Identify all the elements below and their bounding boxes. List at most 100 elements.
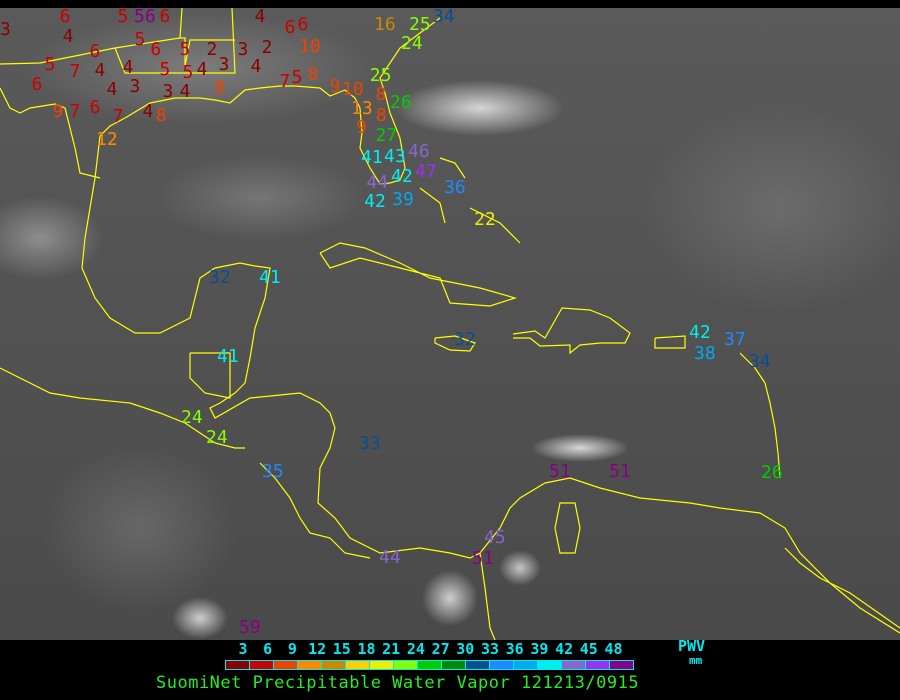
pwv-station-value: 22 [474,209,496,230]
pwv-station-value: 8 [375,84,387,105]
coastlines [0,8,900,640]
pwv-station-value: 4 [142,101,154,122]
pwv-station-value: 6 [89,97,101,118]
pwv-station-value: 59 [239,617,261,638]
pwv-station-value: 2 [261,37,273,58]
bahamas-outline [419,157,521,244]
gulf-coast-borders [0,8,900,640]
pwv-station-value: 35 [262,461,284,482]
pwv-station-value: 26 [390,92,412,113]
pwv-station-value: 44 [379,547,401,568]
pwv-station-value: 4 [62,26,74,48]
pwv-station-value: 4 [94,60,106,81]
legend-color-swatch [322,661,346,669]
pwv-station-value: 6 [284,17,296,38]
pwv-station-value: 6 [150,38,162,60]
pwv-station-value: 5 [44,54,56,75]
pwv-station-value: 8 [307,64,319,85]
pwv-station-value: 10 [299,36,321,57]
legend-color-swatch [514,661,538,669]
pwv-station-value: 7 [112,106,124,127]
legend-color-swatch [250,661,274,669]
legend-color-swatch [466,661,490,669]
pwv-station-value: 4 [254,8,266,27]
pwv-station-value: 6 [159,8,171,27]
pwv-station-value: 3 [129,76,141,97]
pwv-station-value: 51 [472,548,494,569]
pwv-station-value: 5 [159,59,171,80]
legend-color-swatch [346,661,370,669]
pwv-station-value: 33 [359,433,381,454]
pwv-station-value: 32 [454,329,476,350]
hispaniola-outline [512,307,631,355]
pwv-station-value: 5 [117,8,129,27]
pwv-station-value: 24 [206,427,228,448]
pwv-station-value: 46 [408,141,430,162]
pwv-station-value: 7 [279,71,291,93]
pwv-station-value: 42 [364,191,386,213]
pwv-station-value: 51 [549,461,571,482]
pwv-station-value: 24 [401,33,423,54]
pwv-station-value: 7 [69,61,81,82]
legend-tick-label: 36 [505,640,524,658]
pwv-station-value: 9 [52,101,64,122]
legend-tick-label: 12 [308,640,327,658]
pwv-station-value: 9 [356,117,367,139]
pwv-station-value: 36 [444,177,466,198]
pwv-station-value: 7 [69,101,81,122]
pwv-station-value: 8 [155,105,167,127]
legend-tick-label: 45 [579,640,598,658]
cuba-outline [319,242,518,307]
lesser-antilles-outline [739,352,900,629]
pwv-station-value: 37 [724,329,746,350]
pwv-station-value: 32 [209,267,231,288]
pwv-station-value: 3 [162,81,174,102]
pwv-station-value: 38 [694,343,716,364]
legend-tick-label: 3 [238,640,248,658]
puerto-rico-outline [654,335,686,349]
pwv-station-value: 5 [291,67,303,88]
pwv-station-value: 41 [361,147,383,168]
pwv-station-value: 5 [179,39,191,60]
legend-color-swatch [394,661,418,669]
pwv-station-value: 9 [329,76,341,97]
pwv-station-value: 3 [237,39,249,60]
legend-color-swatch [538,661,562,669]
pwv-station-value: 42 [689,322,711,343]
pwv-station-value: 4 [122,57,134,78]
pwv-station-value: 41 [217,346,239,367]
pwv-station-value: 6 [59,8,71,27]
legend-tick-label: 48 [604,640,623,658]
pwv-station-value: 27 [375,125,398,147]
pwv-station-value: 34 [433,8,455,27]
legend: 3 6 9 12 15 18 21 24 27 30 33 36 39 42 45 48 PWV mm Suo… [0,637,900,700]
legend-color-swatch [298,661,322,669]
pwv-station-value: 13 [351,98,373,119]
pwv-station-value: 16 [374,14,396,35]
legend-color-bar [225,660,634,670]
pwv-station-value: 5 [182,62,194,83]
pwv-station-value: 3 [0,19,11,40]
pwv-station-value: 26 [761,462,783,483]
pwv-station-value: 12 [96,129,118,150]
pwv-station-value: 6 [31,74,43,95]
pwv-station-value: 4 [196,59,208,80]
legend-color-swatch [562,661,586,669]
pwv-station-value: 6 [89,41,101,62]
legend-units-title: PWV [678,637,706,655]
legend-color-swatch [610,661,633,669]
pwv-station-value: 56 [134,8,156,27]
pwv-station-value: 4 [106,79,118,100]
pwv-station-value: 10 [342,79,364,100]
pwv-station-value: 5 [134,29,146,50]
legend-tick-label: 27 [431,640,450,658]
pwv-station-value: 24 [181,407,203,428]
pwv-station-value: 39 [392,188,414,210]
legend-tick-label: 33 [480,640,500,658]
pwv-station-value: 41 [259,267,281,288]
legend-color-swatch [274,661,298,669]
legend-tick-label: 9 [287,640,297,658]
pwv-station-value: 2 [206,39,218,60]
pwv-station-value: 45 [484,527,506,548]
